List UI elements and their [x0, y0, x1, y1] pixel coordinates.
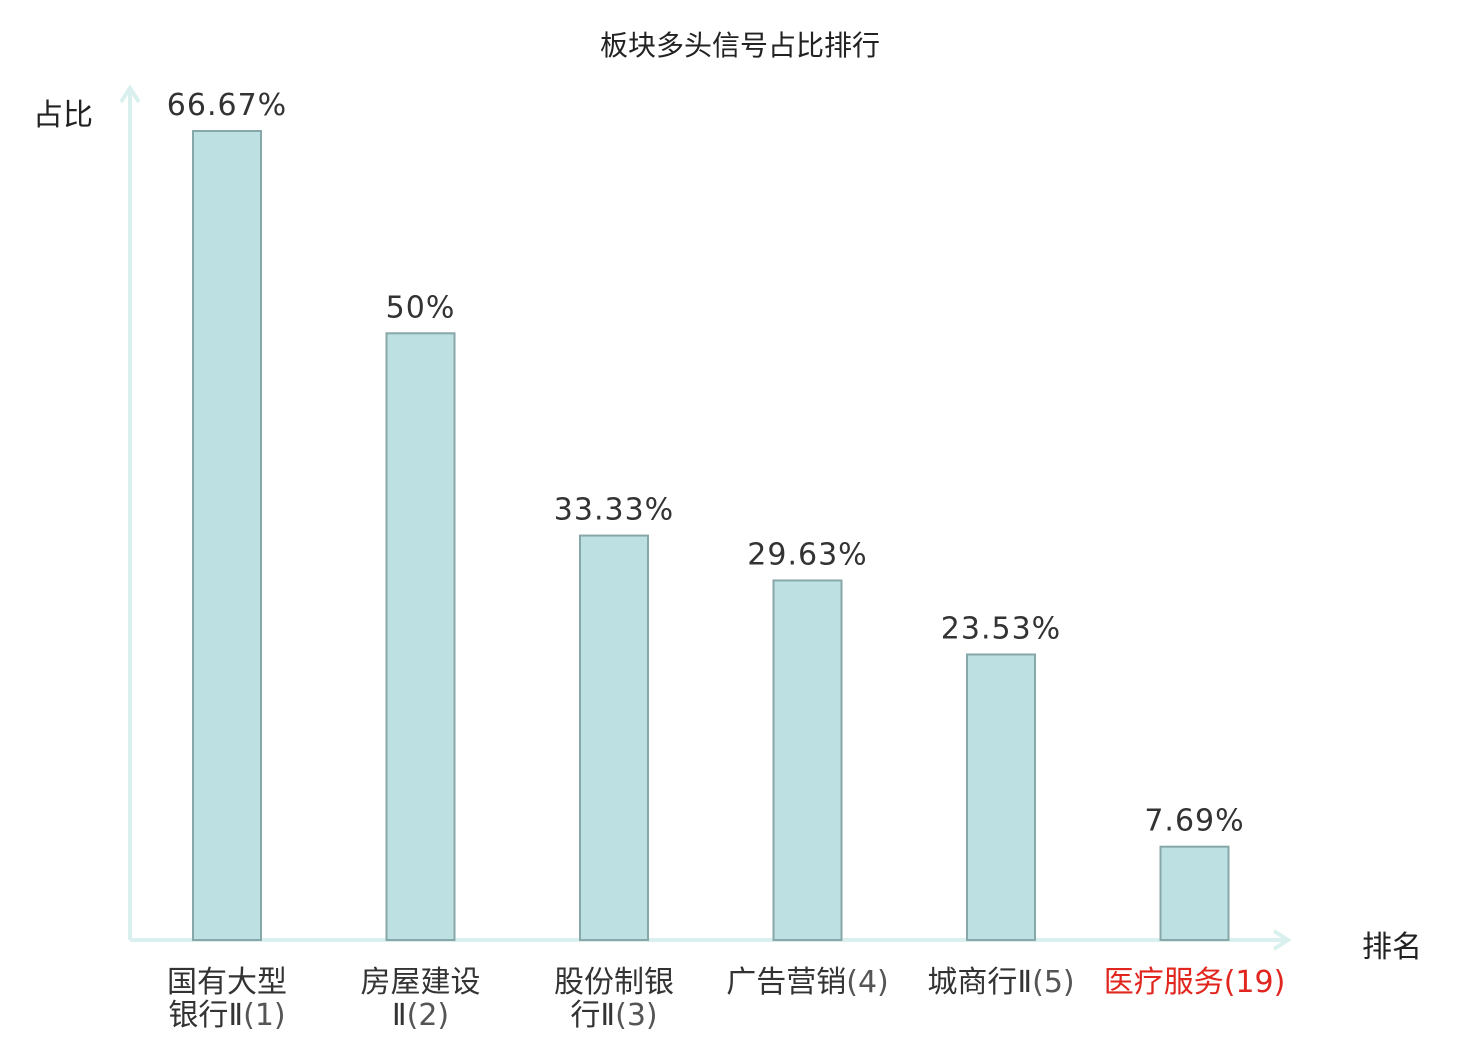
category-rank: (19): [1223, 965, 1286, 1000]
category-rank: (1): [243, 998, 286, 1033]
category-rank: (2): [406, 998, 450, 1033]
data-label: 50%: [386, 290, 456, 325]
bar: [385, 332, 456, 941]
x-tick-label: 城商行Ⅱ(5): [881, 966, 1121, 999]
category-name: 国有大型: [167, 965, 287, 1000]
chart-title: 板块多头信号占比排行: [599, 29, 880, 62]
category-name: 房屋建设: [360, 965, 481, 1000]
axes: [119, 84, 1292, 951]
bars: [192, 130, 1230, 942]
bar: [192, 130, 262, 941]
x-axis-arrow: [1272, 929, 1292, 951]
x-axis-label: 排名: [1362, 930, 1422, 965]
category-rank: (3): [615, 998, 658, 1033]
data-label: 23.53%: [941, 611, 1061, 646]
x-tick-label-line2: 银行Ⅱ(1): [127, 999, 327, 1032]
x-tick-label-line1: 城商行Ⅱ(5): [881, 966, 1121, 999]
bar: [772, 579, 843, 942]
category-name: 广告营销: [726, 965, 847, 1000]
category-name-cont: Ⅱ: [391, 998, 407, 1033]
category-name-cont: 银行Ⅱ: [168, 998, 244, 1033]
x-tick-label-line2: 行Ⅱ(3): [514, 999, 714, 1032]
category-name: 医疗服务: [1103, 965, 1224, 1000]
bar: [1159, 845, 1230, 942]
y-axis-label: 占比: [33, 98, 93, 133]
x-tick-label-line1: 房屋建设: [321, 966, 521, 999]
x-tick-label-line1: 医疗服务(19): [1075, 966, 1315, 999]
x-tick-label: 国有大型 银行Ⅱ(1): [127, 966, 327, 1032]
data-label: 7.69%: [1144, 804, 1244, 839]
category-rank: (5): [1032, 965, 1075, 1000]
x-tick-label-line1: 国有大型: [127, 966, 327, 999]
x-tick-label: 医疗服务(19): [1075, 966, 1315, 999]
data-label: 29.63%: [747, 537, 867, 572]
x-tick-label: 房屋建设 Ⅱ(2): [321, 966, 521, 1032]
x-tick-label-line2: Ⅱ(2): [321, 999, 521, 1032]
x-tick-label: 广告营销(4): [688, 966, 928, 999]
x-tick-label-line1: 股份制银: [514, 966, 714, 999]
x-tick-label-line1: 广告营销(4): [688, 966, 928, 999]
value-labels: 66.67% 50% 33.33% 29.63% 23.53% 7.69%: [167, 88, 1244, 839]
category-name: 城商行Ⅱ: [927, 965, 1033, 1000]
x-tick-label: 股份制银 行Ⅱ(3): [514, 966, 714, 1032]
category-rank: (4): [846, 965, 889, 1000]
category-name-cont: 行Ⅱ: [570, 998, 616, 1033]
bar: [579, 534, 649, 941]
category-name: 股份制银: [554, 965, 674, 1000]
data-label: 66.67%: [167, 88, 287, 123]
data-label: 33.33%: [554, 493, 674, 528]
bar: [966, 653, 1036, 941]
y-axis-arrow: [119, 84, 141, 104]
